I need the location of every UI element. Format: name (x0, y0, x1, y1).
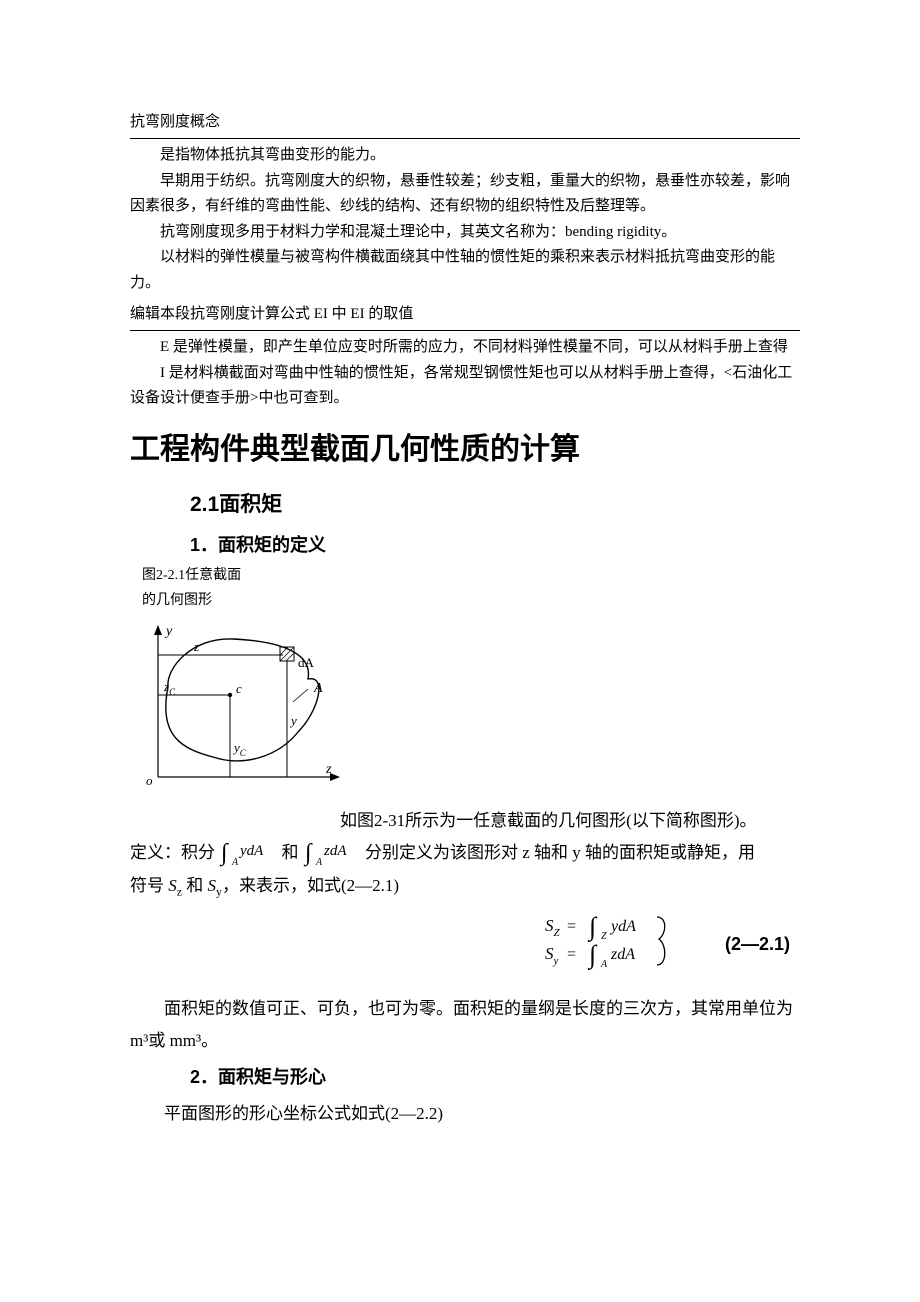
subsection-2-1-2-heading: 2．面积矩与形心 (190, 1063, 800, 1092)
sub-p2: I 是材料横截面对弯曲中性轴的惯性矩，各常规型钢惯性矩也可以从材料手册上查得，<… (130, 361, 800, 412)
svg-text:∫: ∫ (587, 940, 598, 970)
fig-label-y-axis: y (164, 624, 173, 639)
page-header-title: 抗弯刚度概念 (130, 110, 800, 134)
intro-p1: 是指物体抵抗其弯曲变形的能力。 (130, 143, 800, 169)
svg-text:A: A (600, 959, 608, 970)
svg-text:SZ: SZ (545, 916, 561, 939)
svg-text:zdA: zdA (610, 946, 635, 963)
svg-text:A: A (231, 857, 239, 868)
para-definition-line2: 符号 Sz 和 Sy，来表示，如式(2—2.1) (130, 870, 800, 903)
para-fig-lead: 如图2-31所示为一任意截面的几何图形(以下简称图形)。 (130, 805, 800, 837)
figure-caption-line2: 的几何图形 (142, 591, 800, 611)
fig-label-zc: zC (163, 679, 176, 697)
para-definition: 定义：积分 ∫ A ydA 和 ∫ A zdA 分别定义为该图形对 z 轴和 y… (130, 837, 800, 869)
svg-text:=: = (567, 918, 576, 935)
fig-label-z-top: z (193, 639, 199, 654)
svg-text:Z: Z (601, 931, 607, 942)
fig-label-dA: dA (298, 655, 315, 670)
para-after-eq: 面积矩的数值可正、可负，也可为零。面积矩的量纲是长度的三次方，其常用单位为 m³… (130, 993, 800, 1058)
fig-label-yc: yC (232, 740, 247, 758)
figure-caption-line1: 图2-2.1任意截面 (142, 566, 800, 586)
svg-text:zdA: zdA (323, 843, 347, 859)
intro-p3: 抗弯刚度现多用于材料力学和混凝土理论中，其英文名称为：bending rigid… (130, 220, 800, 246)
figure-2-2-1: z dA A zC c y yC y z o (138, 617, 800, 795)
svg-text:=: = (567, 946, 576, 963)
svg-text:∫: ∫ (303, 840, 313, 867)
section-2-1-heading: 2.1面积矩 (190, 488, 800, 522)
main-heading: 工程构件典型截面几何性质的计算 (130, 426, 800, 474)
subsection-title: 编辑本段抗弯刚度计算公式 EI 中 EI 的取值 (130, 302, 800, 326)
fig-label-y-inner: y (289, 713, 297, 728)
divider (130, 330, 800, 331)
intro-p4: 以材料的弹性模量与被弯构件横截面绕其中性轴的惯性矩的乘积来表示材料抵抗弯曲变形的… (130, 245, 800, 296)
integral-zdA: ∫ A zdA (303, 838, 361, 868)
intro-p2: 早期用于纺织。抗弯刚度大的织物，悬垂性较差；纱支粗，重量大的织物，悬垂性亦较差，… (130, 169, 800, 220)
svg-text:ydA: ydA (238, 843, 264, 859)
equation-label: (2—2.1) (725, 930, 790, 959)
fig-label-c: c (236, 681, 242, 696)
svg-text:∫: ∫ (219, 840, 229, 867)
fig-label-z-axis: z (325, 762, 332, 777)
sub-p1: E 是弹性模量，即产生单位应变时所需的应力，不同材料弹性模量不同，可以从材料手册… (130, 335, 800, 361)
fig-label-origin: o (146, 773, 153, 787)
para-centroid: 平面图形的形心坐标公式如式(2—2.2) (130, 1098, 800, 1130)
svg-text:ydA: ydA (609, 918, 636, 935)
svg-text:∫: ∫ (587, 912, 598, 942)
integral-ydA: ∫ A ydA (219, 838, 277, 868)
divider (130, 138, 800, 139)
equation-2-2-1: SZ = ∫ Z ydA Sy = ∫ A zdA (2—2.1) (130, 911, 800, 979)
fig-label-A: A (313, 681, 323, 696)
svg-text:A: A (315, 857, 323, 868)
subsection-2-1-1-heading: 1．面积矩的定义 (190, 531, 800, 560)
svg-text:Sy: Sy (545, 944, 559, 967)
